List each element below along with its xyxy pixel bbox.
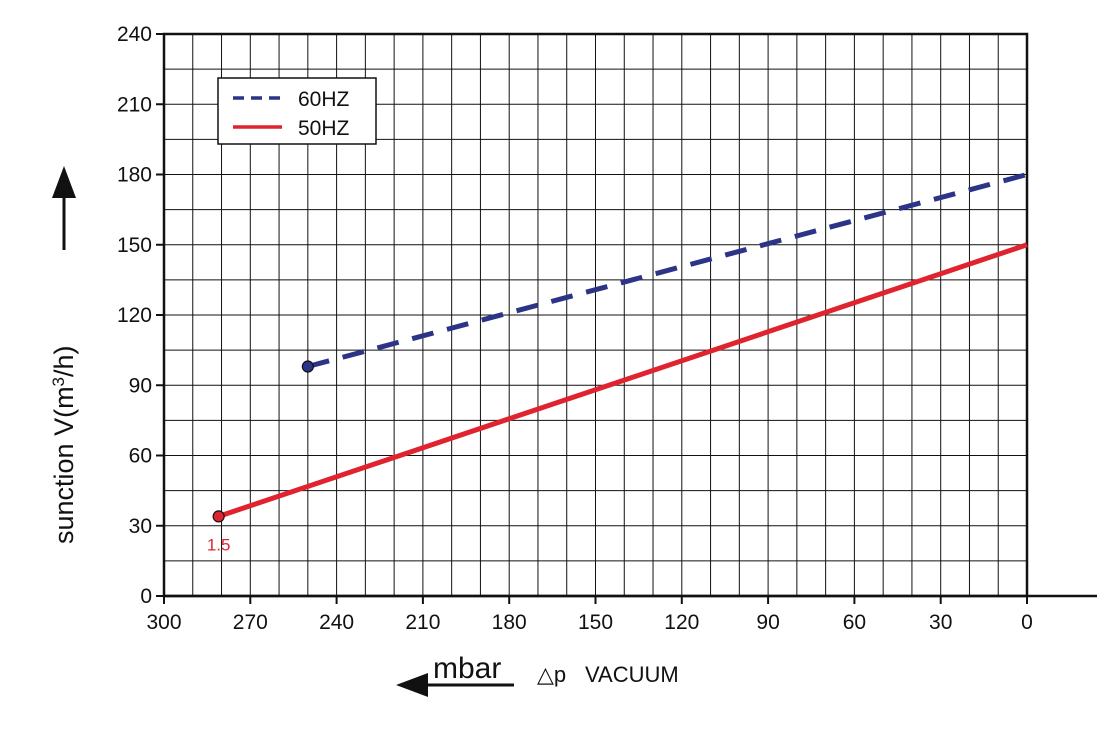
y-tick-label: 150 bbox=[117, 234, 152, 257]
x-tick-label: 210 bbox=[405, 611, 440, 634]
x-axis-unit: mbar bbox=[433, 652, 501, 685]
y-tick-label: 30 bbox=[129, 515, 152, 538]
series-line-50hz bbox=[217, 242, 1028, 519]
grid-lines bbox=[163, 33, 1028, 597]
x-tick-label: 180 bbox=[492, 611, 527, 634]
legend: 60HZ 50HZ bbox=[217, 77, 377, 145]
x-tick-label: 120 bbox=[664, 611, 699, 634]
y-tick-labels: 0 30 60 90 120 150 180 210 240 bbox=[117, 23, 164, 608]
x-axis-arrow-head bbox=[396, 673, 428, 697]
x-axis-label: VACUUM bbox=[585, 662, 679, 687]
y-axis-label-sup: 3 bbox=[49, 377, 68, 386]
series-lines bbox=[212, 172, 1028, 523]
legend-50hz-label: 50HZ bbox=[298, 117, 350, 140]
y-tick-label: 180 bbox=[117, 164, 152, 187]
start-point-annotation: 1.5 bbox=[207, 535, 231, 554]
x-axis-symbol: △p bbox=[537, 662, 566, 687]
legend-box bbox=[217, 77, 377, 145]
legend-60hz-label: 60HZ bbox=[298, 88, 350, 111]
y-axis-label-suffix: /h) bbox=[49, 345, 79, 377]
x-tick-labels: 300 270 240 210 180 150 120 90 60 30 0 bbox=[146, 596, 1033, 634]
y-axis-title: suncti​on V(m3/h) bbox=[49, 166, 80, 544]
y-axis-label: suncti​on V(m3/h) bbox=[49, 345, 80, 544]
x-tick-label: 270 bbox=[233, 611, 268, 634]
x-tick-label: 0 bbox=[1021, 611, 1033, 634]
x-tick-label: 240 bbox=[319, 611, 354, 634]
y-tick-label: 60 bbox=[129, 445, 152, 468]
y-axis-label-prefix: suncti​on V(m bbox=[49, 386, 79, 544]
y-tick-label: 210 bbox=[117, 93, 152, 116]
x-tick-label: 150 bbox=[578, 611, 613, 634]
series-line-60hz bbox=[307, 172, 1028, 369]
x-tick-label: 300 bbox=[146, 611, 181, 634]
x-tick-label: 30 bbox=[929, 611, 952, 634]
series-start-point-60hz bbox=[301, 360, 314, 373]
series-start-point-50hz bbox=[212, 510, 225, 523]
x-axis-title: mbar △p VACUUM bbox=[396, 652, 679, 697]
y-tick-label: 240 bbox=[117, 23, 152, 46]
y-axis-arrow-head bbox=[52, 166, 76, 198]
x-tick-label: 60 bbox=[843, 611, 866, 634]
y-tick-label: 120 bbox=[117, 304, 152, 327]
x-tick-label: 90 bbox=[756, 611, 779, 634]
y-tick-label: 90 bbox=[129, 374, 152, 397]
y-tick-label: 0 bbox=[140, 585, 152, 608]
